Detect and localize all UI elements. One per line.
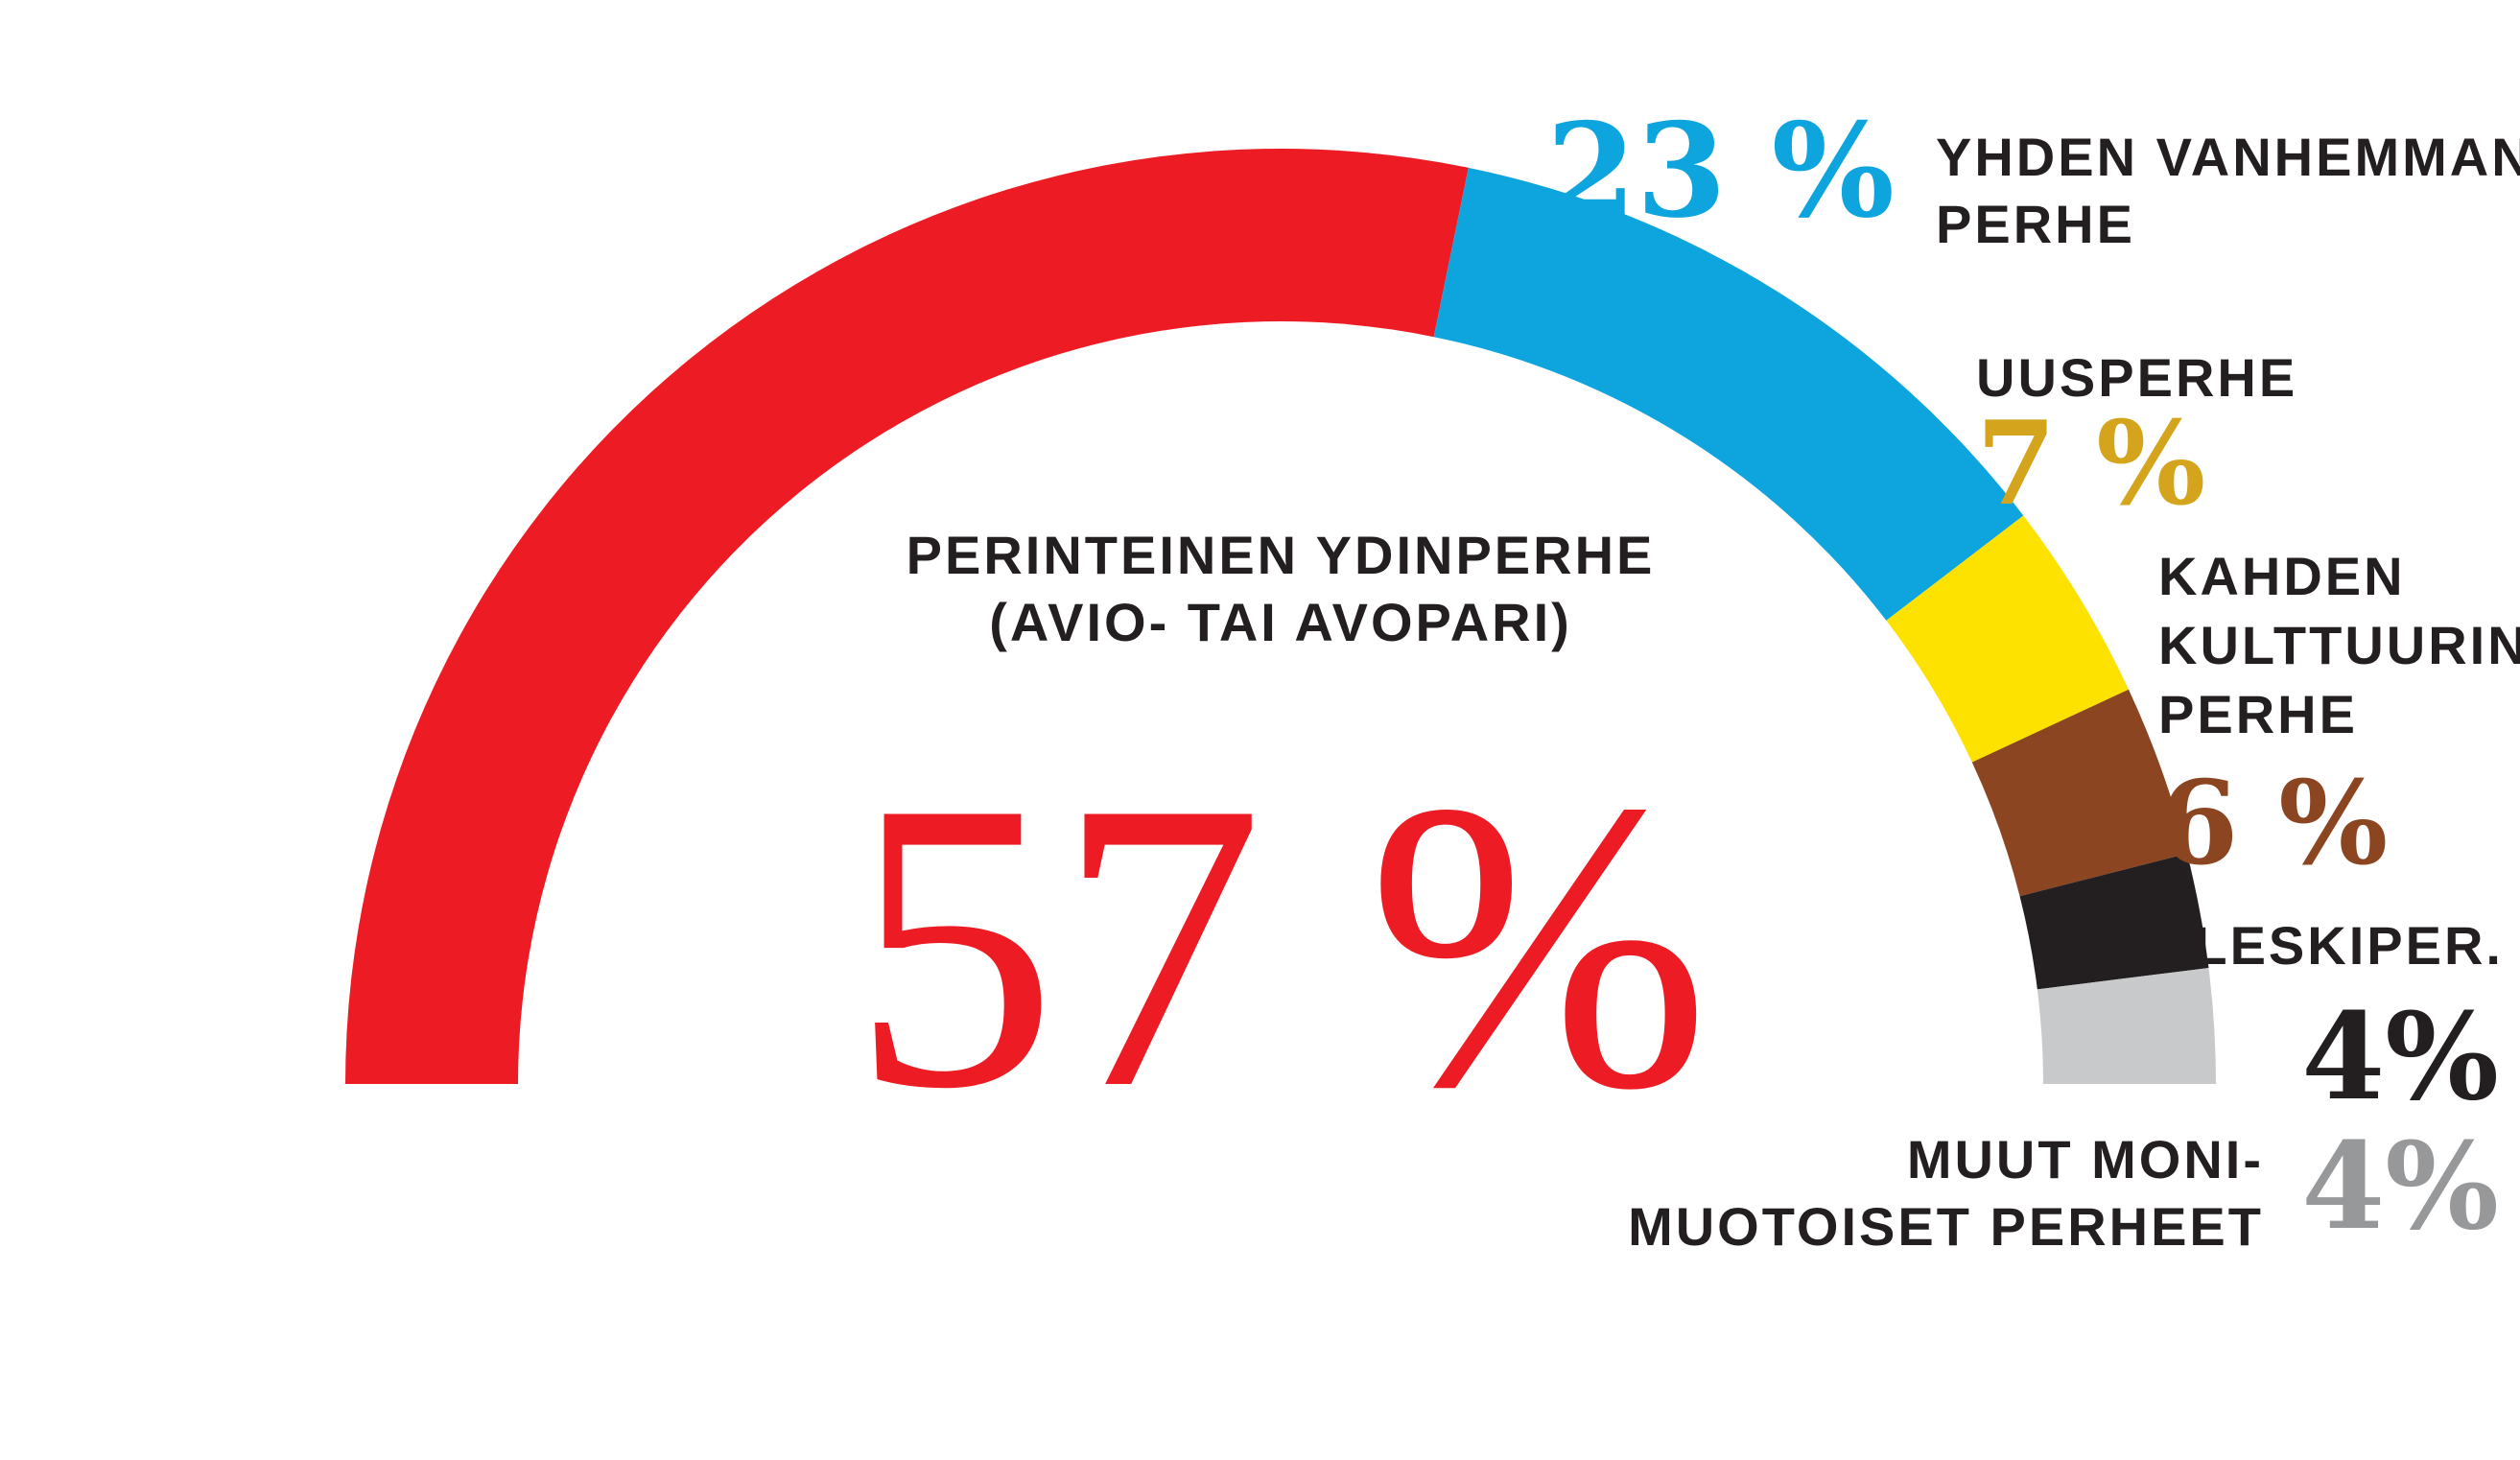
segment-3-value-label: 7 %: [1976, 396, 2205, 531]
segment-2-label-line-1: YHDEN VANHEMMAN: [1936, 127, 2520, 187]
segment-5-value-label: 4%: [2301, 987, 2499, 1127]
arc-segment-3: [1886, 515, 2130, 763]
segment-4-label-line-2: KULTTUURIN: [2158, 615, 2520, 675]
text-layer: PERINTEINEN YDINPERHE (AVIO- TAI AVOPARI)…: [851, 94, 2520, 1257]
arc-segment-5: [2019, 853, 2209, 990]
segment-6-label-line-1: MUUT MONI-: [1907, 1129, 2264, 1189]
arc-segment-1: [345, 149, 1469, 1084]
segment-4-value-label: 6 %: [2158, 756, 2388, 891]
segment-2-value-label: 23 %: [1546, 94, 1895, 247]
segment-6-label-line-2: MUOTOISET PERHEET: [1628, 1196, 2264, 1257]
segment-4-label-line-1: KAHDEN: [2158, 546, 2406, 606]
segment-1-value-label: 57 %: [851, 718, 1710, 1174]
arc-layer: [345, 149, 2216, 1084]
arc-segment-6: [2037, 968, 2216, 1084]
segment-1-label-line-2: (AVIO- TAI AVOPARI): [989, 592, 1572, 652]
segment-6-value-label: 4%: [2301, 1117, 2499, 1257]
segment-1-label-line-1: PERINTEINEN YDINPERHE: [907, 525, 1656, 585]
segment-3-label-line-1: UUSPERHE: [1976, 347, 2297, 408]
arc-segment-2: [1433, 167, 2024, 621]
segment-4-label-line-3: PERHE: [2158, 684, 2358, 744]
segment-5-label-line-1: LESKIPER.: [2194, 915, 2504, 976]
arc-segment-4: [1971, 689, 2187, 897]
segment-2-label-line-2: PERHE: [1936, 194, 2135, 254]
